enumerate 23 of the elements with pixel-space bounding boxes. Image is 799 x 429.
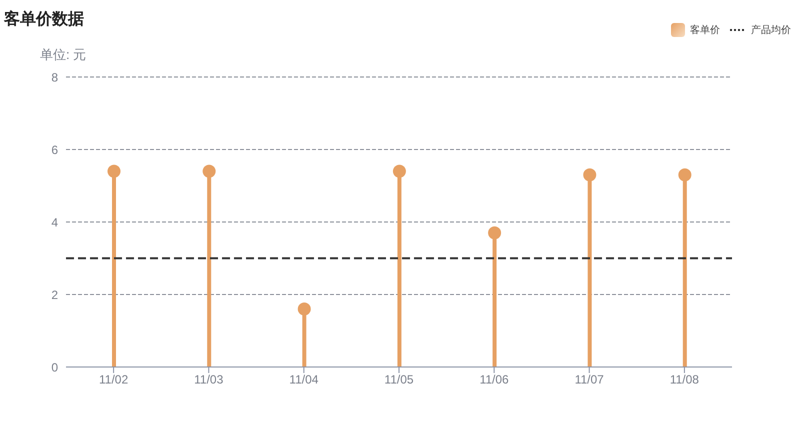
x-tick-label: 11/03	[194, 372, 224, 387]
point	[108, 164, 120, 178]
chart-title: 客单价数据	[4, 9, 84, 30]
legend-label: 客单价	[689, 24, 720, 37]
point	[202, 164, 216, 178]
point	[392, 164, 406, 178]
x-tick-label: 11/08	[670, 372, 700, 387]
x-tick-label: 11/06	[480, 372, 510, 387]
x-tick-label: 11/07	[574, 372, 604, 387]
y-tick-label: 8	[51, 70, 58, 84]
y-tick-label: 2	[51, 288, 58, 302]
x-tick-label: 11/05	[384, 372, 414, 387]
point	[678, 168, 692, 182]
y-tick-label: 4	[51, 215, 58, 230]
y-tick-label: 0	[51, 360, 58, 374]
point	[583, 168, 596, 182]
x-tick-label: 11/04	[289, 372, 319, 387]
point	[488, 226, 502, 240]
y-axis-title: 单位: 元	[40, 46, 86, 64]
x-tick-label: 11/02	[99, 372, 128, 387]
y-tick-label: 6	[51, 142, 58, 157]
point	[298, 302, 311, 316]
legend-label: 产品均价	[750, 24, 791, 37]
